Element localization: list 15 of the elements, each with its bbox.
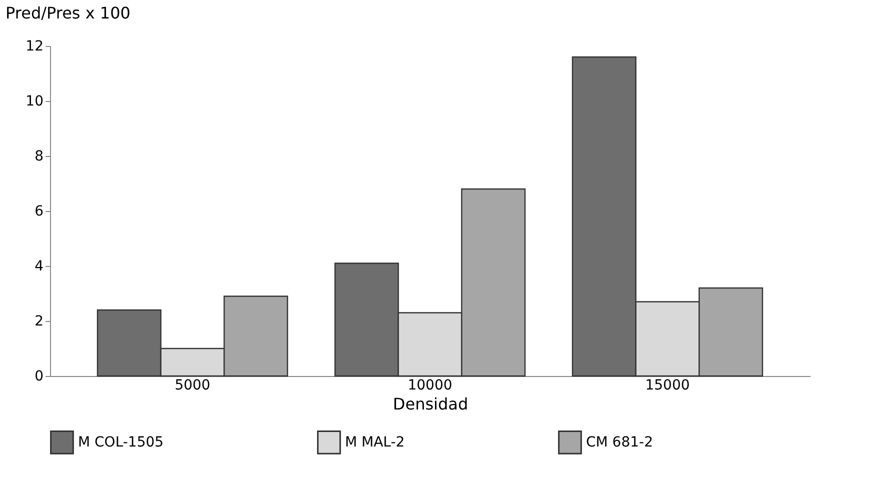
x-tick-label: 10000 bbox=[408, 378, 452, 394]
legend-label: CM 681-2 bbox=[586, 434, 653, 450]
y-tick-label: 10 bbox=[26, 94, 44, 110]
x-axis-title: Densidad bbox=[392, 394, 468, 414]
y-tick-label: 0 bbox=[34, 368, 44, 384]
x-tick-label: 15000 bbox=[645, 378, 690, 394]
y-tick-label: 12 bbox=[26, 38, 44, 54]
y-tick-label: 2 bbox=[34, 314, 44, 330]
y-axis-title: Pred/Pres x 100 bbox=[6, 4, 130, 22]
legend-label: M MAL-2 bbox=[345, 434, 405, 450]
y-tick-label: 4 bbox=[34, 258, 44, 274]
y-tick-label: 8 bbox=[34, 148, 44, 164]
y-tick-label: 6 bbox=[34, 204, 44, 220]
x-tick-label: 5000 bbox=[174, 378, 210, 394]
legend-label: M COL-1505 bbox=[78, 434, 164, 450]
